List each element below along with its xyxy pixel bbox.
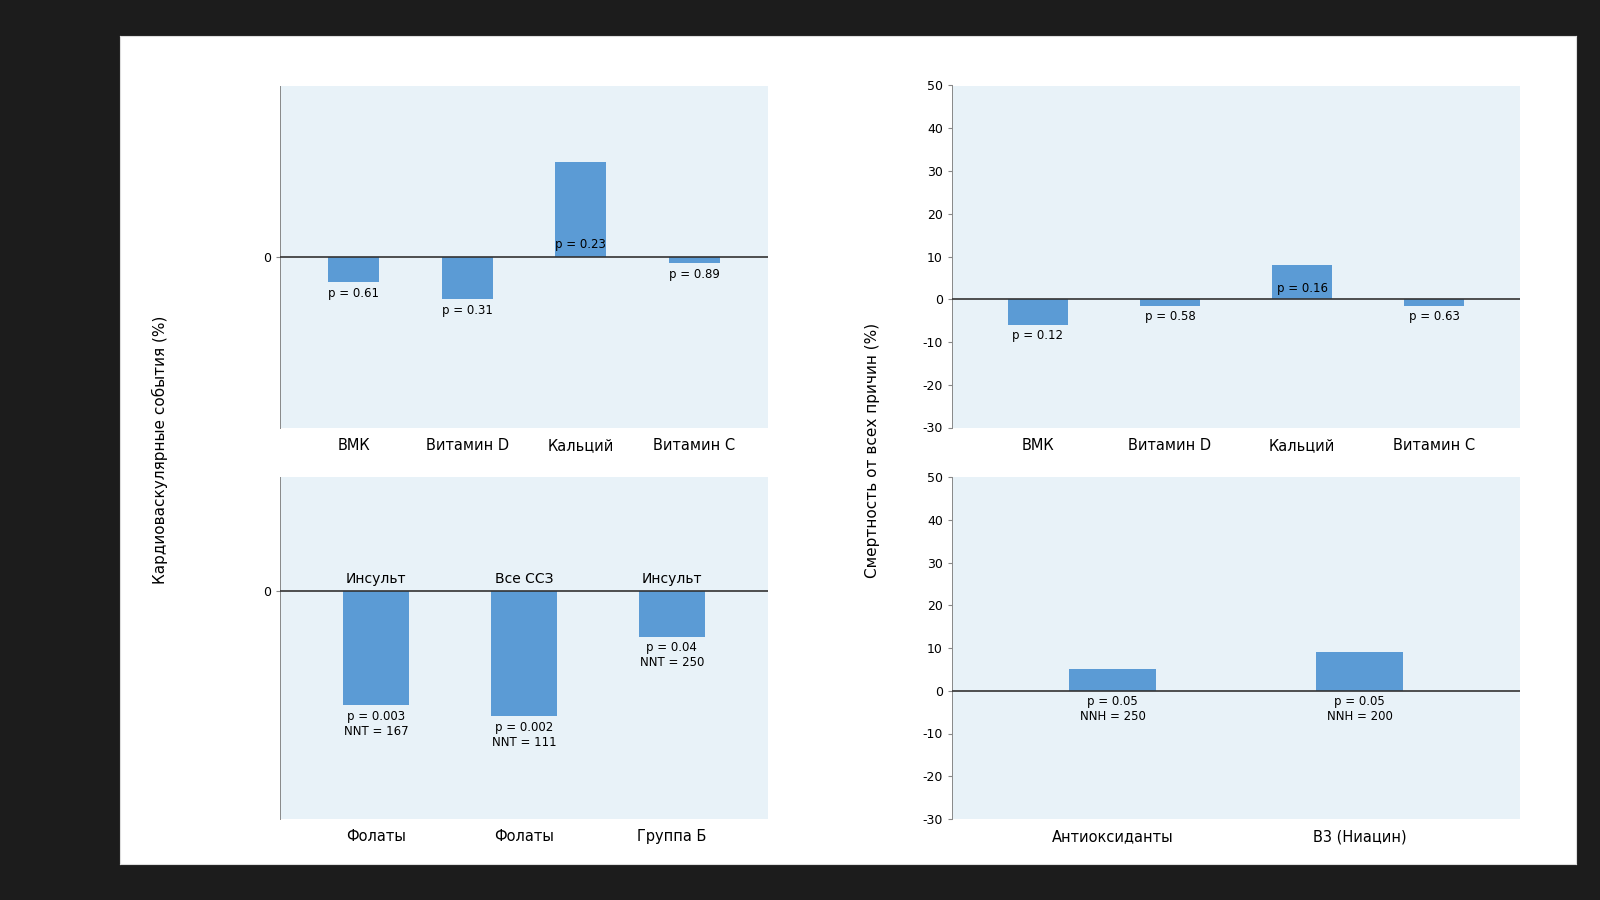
Bar	[1141, 299, 1200, 306]
Bar	[1317, 652, 1403, 691]
Text: p = 0.31: p = 0.31	[442, 304, 493, 318]
Bar	[1272, 265, 1331, 299]
Text: Инсульт: Инсульт	[346, 572, 406, 587]
Text: Инсульт: Инсульт	[642, 572, 702, 587]
Bar	[1405, 299, 1464, 306]
Bar	[342, 591, 410, 705]
Text: Кардиоваскулярные события (%): Кардиоваскулярные события (%)	[152, 316, 168, 584]
Text: Все ССЗ: Все ССЗ	[494, 572, 554, 587]
Bar	[669, 256, 720, 264]
Text: p = 0.05
NNH = 250: p = 0.05 NNH = 250	[1080, 695, 1146, 723]
Text: p = 0.16: p = 0.16	[1277, 282, 1328, 295]
Bar	[638, 591, 706, 636]
Text: Смертность от всех причин (%): Смертность от всех причин (%)	[864, 322, 880, 578]
Text: p = 0.61: p = 0.61	[328, 287, 379, 301]
Bar	[491, 591, 557, 716]
Bar	[555, 163, 606, 256]
Text: p = 0.003
NNT = 167: p = 0.003 NNT = 167	[344, 709, 408, 738]
Text: p = 0.89: p = 0.89	[669, 268, 720, 282]
Bar	[442, 256, 493, 299]
Text: p = 0.58: p = 0.58	[1144, 310, 1195, 323]
Bar	[1008, 299, 1067, 325]
Text: p = 0.04
NNT = 250: p = 0.04 NNT = 250	[640, 641, 704, 670]
Bar	[328, 256, 379, 283]
Text: p = 0.05
NNH = 200: p = 0.05 NNH = 200	[1326, 695, 1392, 723]
Text: p = 0.23: p = 0.23	[555, 238, 606, 251]
Text: p = 0.12: p = 0.12	[1013, 329, 1064, 342]
Text: p = 0.002
NNT = 111: p = 0.002 NNT = 111	[491, 721, 557, 749]
Bar	[1069, 670, 1155, 691]
Text: p = 0.63: p = 0.63	[1408, 310, 1459, 323]
